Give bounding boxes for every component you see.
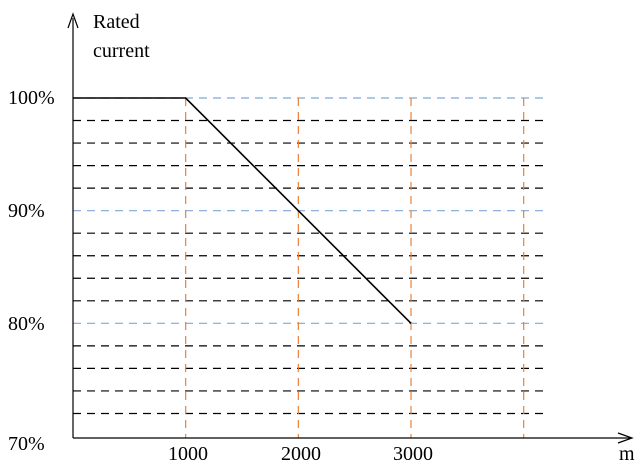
x-axis-arrow [617, 432, 634, 444]
x-tick-label-3000: 3000 [393, 443, 433, 464]
y-tick-label-90: 90% [8, 200, 45, 222]
grid-layer [73, 97, 548, 438]
x-axis-label: m [619, 443, 635, 464]
x-tick-label-1000: 1000 [168, 443, 208, 464]
series-line-0 [73, 97, 412, 324]
y-tick-label-100: 100% [8, 87, 55, 109]
y-tick-label-70: 70% [8, 433, 45, 455]
y-axis-label-line2: current [93, 40, 150, 62]
axes-layer [67, 12, 634, 444]
series-layer [73, 97, 412, 324]
y-axis-label-line1: Rated [93, 11, 140, 33]
y-tick-label-80: 80% [8, 313, 45, 335]
x-tick-label-2000: 2000 [281, 443, 321, 464]
labels-layer: Rated current m 70% 80% 90% 100% 1000 20… [8, 11, 635, 464]
y-axis-arrow [67, 12, 79, 29]
